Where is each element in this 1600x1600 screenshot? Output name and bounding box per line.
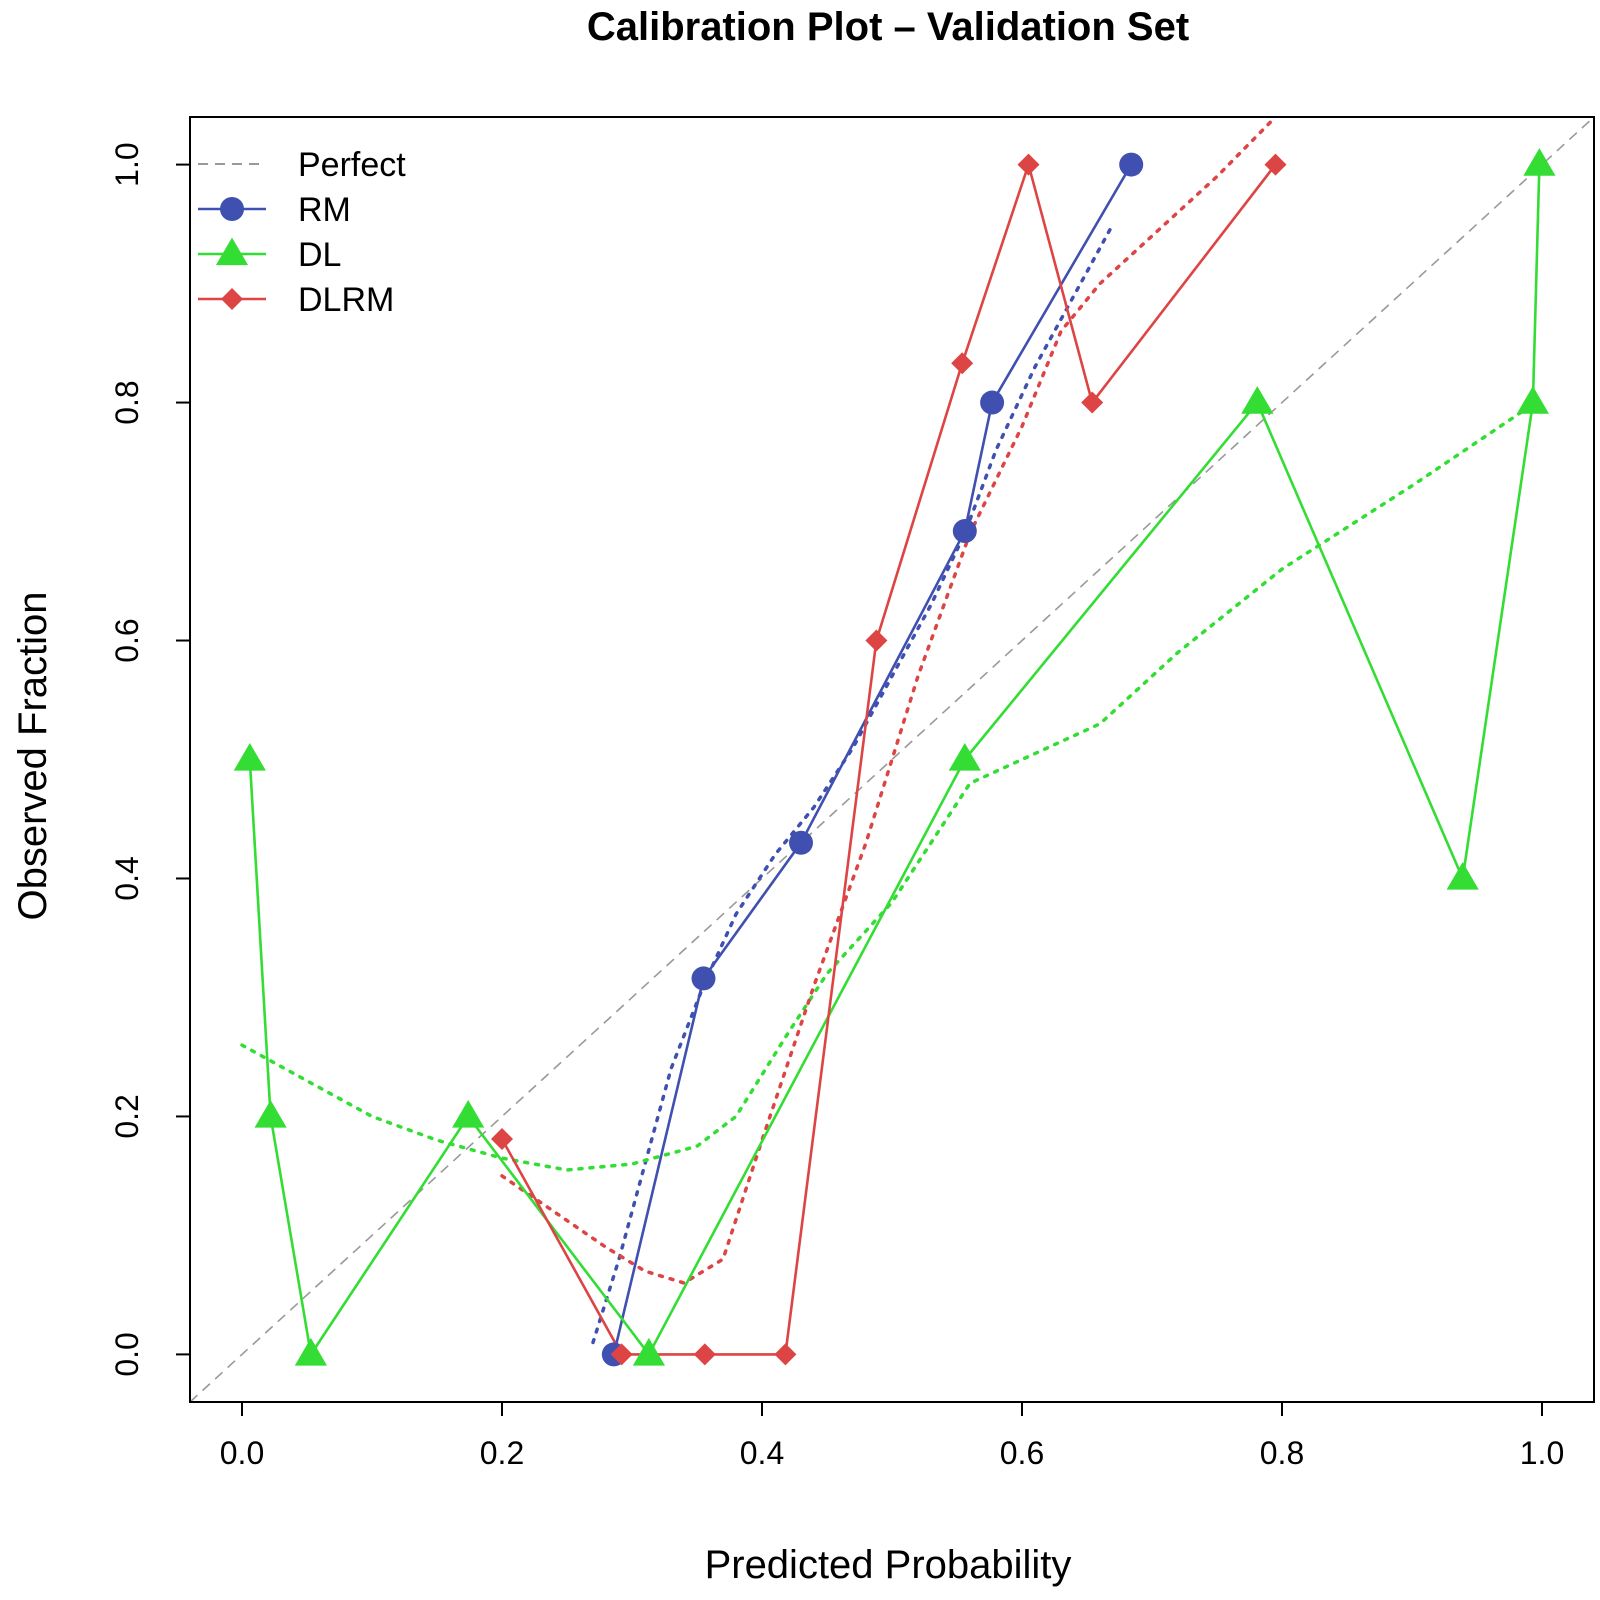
data-point-dlrm <box>1264 153 1287 176</box>
data-point-dl <box>294 1337 327 1366</box>
data-point-dlrm <box>865 629 888 652</box>
legend: Perfect RM DL DLRM <box>198 146 406 319</box>
x-tick-label: 1.0 <box>1520 1435 1564 1471</box>
plot-frame <box>189 116 1595 1403</box>
y-tick-label: 0.6 <box>109 618 145 662</box>
y-tick-label: 1.0 <box>109 142 145 186</box>
smooth-curve-rm <box>591 222 1115 1345</box>
data-point-rm <box>691 966 716 991</box>
data-point-dl <box>452 1099 485 1128</box>
legend-marker-dl <box>215 237 249 266</box>
data-point-dl <box>1516 386 1549 414</box>
perfect-calibration-line <box>190 117 1594 1402</box>
y-axis-label: Observed Fraction <box>11 591 55 920</box>
data-point-dl <box>233 743 266 771</box>
legend-label-dl: DL <box>298 236 341 274</box>
data-point-dl <box>1241 386 1274 414</box>
data-point-dlrm <box>951 352 974 375</box>
y-tick-label: 0.2 <box>109 1094 145 1138</box>
data-point-dlrm <box>774 1343 797 1366</box>
data-point-dl <box>254 1099 287 1128</box>
series-line-rm <box>612 163 1133 1355</box>
data-point-dlrm <box>1017 153 1040 176</box>
plot-area: 0.0 0.2 0.4 0.6 0.8 1.0 0.0 0.2 0.4 0.6 0.8 1.0 <box>109 116 1595 1471</box>
data-point-dlrm <box>491 1128 513 1151</box>
legend-label-rm: RM <box>298 191 351 229</box>
x-tick-label: 0.0 <box>220 1435 264 1471</box>
data-point-dl <box>948 743 981 771</box>
data-point-rm <box>980 390 1005 415</box>
data-point-rm <box>1119 152 1144 177</box>
x-tick-label: 0.2 <box>480 1435 524 1471</box>
data-point-dlrm <box>693 1343 716 1366</box>
data-point-rm <box>952 519 977 544</box>
data-point-dlrm <box>610 1343 633 1366</box>
smooth-curve-dlrm <box>500 117 1278 1285</box>
chart-title: Calibration Plot – Validation Set <box>587 5 1189 49</box>
legend-label-perfect: Perfect <box>298 146 406 184</box>
legend-marker-dlrm <box>221 288 243 310</box>
data-point-dlrm <box>1081 391 1104 414</box>
smooth-curve-dl <box>240 400 1538 1172</box>
data-point-rm <box>789 830 813 855</box>
legend-marker-rm <box>220 197 244 221</box>
x-axis-label: Predicted Probability <box>705 1543 1072 1587</box>
y-tick-label: 0.8 <box>109 380 145 424</box>
y-tick-label: 0.0 <box>109 1332 145 1376</box>
x-tick-label: 0.6 <box>1000 1435 1044 1471</box>
y-tick-label: 0.4 <box>109 856 145 900</box>
data-point-dl <box>1446 861 1479 890</box>
legend-label-dlrm: DLRM <box>298 281 394 319</box>
data-point-dl <box>1523 148 1556 176</box>
x-tick-label: 0.4 <box>740 1435 784 1471</box>
series-line-dl <box>248 164 1541 1358</box>
data-point-dl <box>632 1337 665 1366</box>
x-tick-label: 0.8 <box>1260 1435 1304 1471</box>
